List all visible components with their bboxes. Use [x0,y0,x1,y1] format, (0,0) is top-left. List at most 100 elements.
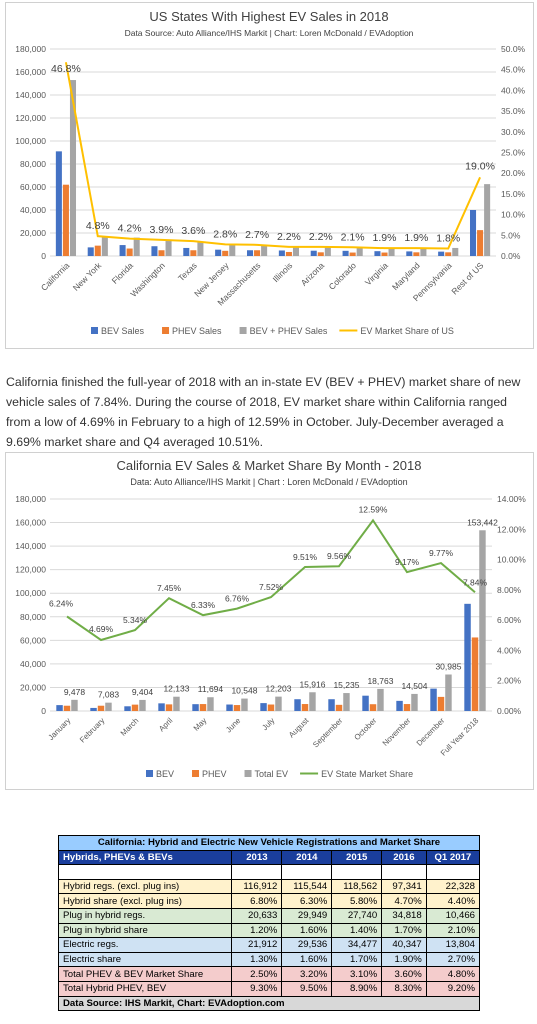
bar-phev [62,184,69,256]
share-value-label: 3.9% [150,224,174,236]
table-title: California: Hybrid and Electric New Vehi… [58,835,480,851]
x-category-label: Colorado [327,260,359,292]
share-value-label: 2.8% [213,228,237,240]
legend-label: BEV Sales [101,326,145,336]
y-tick-label: 140,000 [15,541,46,551]
bar-bev [151,246,158,256]
bar-phev [97,705,105,711]
bar-bev [192,704,199,711]
table-cell: 9.30% [231,980,283,997]
total-value-label: 15,235 [333,680,359,690]
legend-label: EV State Market Share [321,769,413,779]
share-value-label: 2.7% [245,229,269,241]
total-value-label: 9,478 [64,687,86,697]
chart-california-monthly-svg: California EV Sales & Market Share By Mo… [15,458,526,779]
table-cell: 13,804 [425,937,481,953]
bar-phev [413,252,420,256]
x-category-label: California [39,260,72,293]
table-cell: 21,912 [231,937,283,953]
table-header: Hybrids, PHEVs & BEVs 2013 2014 2015 201… [57,849,481,866]
bar-bev [158,703,165,711]
share-value-label: 7.84% [463,577,488,587]
legend-swatch [192,770,200,777]
table-cell: 2.10% [425,922,481,939]
table-row-label: Hybrid regs. (excl. plug ins) [57,878,233,895]
table-row: Hybrid share (excl. plug ins) 6.80% 6.30% 5… [57,893,481,909]
y-tick-label: 140,000 [15,90,46,100]
bar-phev [267,704,275,711]
total-value-label: 7,083 [98,690,120,700]
table-cell: 3.10% [331,966,383,982]
share-value-label: 2.1% [341,231,365,243]
x-category-label: Washington [128,260,167,299]
x-category-label: December [415,716,447,748]
y-tick-label: 0 [41,706,46,716]
share-value-label: 9.56% [327,551,352,561]
table-cell: 97,341 [381,878,427,895]
table-row-label: Plug in hybrid regs. [57,907,233,924]
share-value-label: 1.9% [404,232,428,244]
legend-swatch [146,770,153,777]
bar-total [411,693,418,711]
legend-swatch [244,770,252,777]
table-cell: 3.20% [281,966,333,982]
bar-bev [294,699,301,711]
bar-total [197,242,204,256]
bar-total [261,244,268,256]
y2-tick-label: 20.0% [501,168,526,178]
bar-total [173,696,180,711]
table-row-label: Total PHEV & BEV Market Share [57,966,233,982]
table-spacer-cell [281,864,333,880]
table-spacer-cell [231,864,283,880]
chart2-subtitle: Data: Auto Alliance/IHS Markit | Chart :… [130,477,407,487]
table-cell: 1.70% [331,951,383,968]
table-cell: 1.90% [381,951,427,968]
y2-tick-label: 10.00% [497,555,526,565]
x-category-label: February [78,716,106,744]
table-cell: 4.40% [425,893,481,909]
bar-bev [119,245,126,256]
share-value-label: 12.59% [359,504,388,514]
y2-tick-label: 45.0% [501,65,526,75]
table-cell: 118,562 [331,878,383,895]
bar-phev [131,704,139,711]
table-row-label: Hybrid share (excl. plug ins) [57,893,233,909]
legend-swatch [239,327,247,334]
y2-tick-label: 14.00% [497,494,526,504]
share-value-label: 6.24% [49,599,74,609]
bar-total [275,696,282,711]
bar-bev [464,603,471,711]
y2-tick-label: 2.00% [497,676,522,686]
share-value-label: 1.8% [436,233,460,245]
share-value-label: 2.2% [277,231,301,243]
bar-phev [158,250,165,256]
y2-tick-label: 50.0% [501,44,526,54]
bar-total [229,244,236,256]
table-header-2013: 2013 [231,849,283,866]
legend-swatch [91,327,98,334]
table-spacer-cell [57,864,233,880]
bar-total [484,184,491,256]
table-header-label: Hybrids, PHEVs & BEVs [57,849,233,866]
bar-bev [342,250,349,256]
y-tick-label: 100,000 [15,136,46,146]
x-category-label: Virginia [363,260,390,287]
table-cell: 1.60% [281,951,333,968]
x-category-label: May [192,716,209,733]
bar-bev [124,706,131,711]
table-cell: 5.80% [331,893,383,909]
x-category-label: November [381,716,413,748]
table-cell: 34,818 [381,907,427,924]
y2-tick-label: 12.00% [497,524,526,534]
table-row: Plug in hybrid share 1.20% 1.60% 1.40% 1.70%… [57,922,481,939]
table-cell: 27,740 [331,907,383,924]
table-row: Total Hybrid PHEV, BEV 9.30% 9.50% 8.90% 8.3… [57,980,481,997]
x-category-label: July [260,716,276,732]
table-spacer-cell [425,864,481,880]
bar-total [445,674,452,711]
bar-total [101,237,108,256]
bar-phev [403,704,411,711]
bar-phev [369,704,377,711]
share-value-label: 9.51% [293,552,318,562]
table-cell: 116,912 [231,878,283,895]
